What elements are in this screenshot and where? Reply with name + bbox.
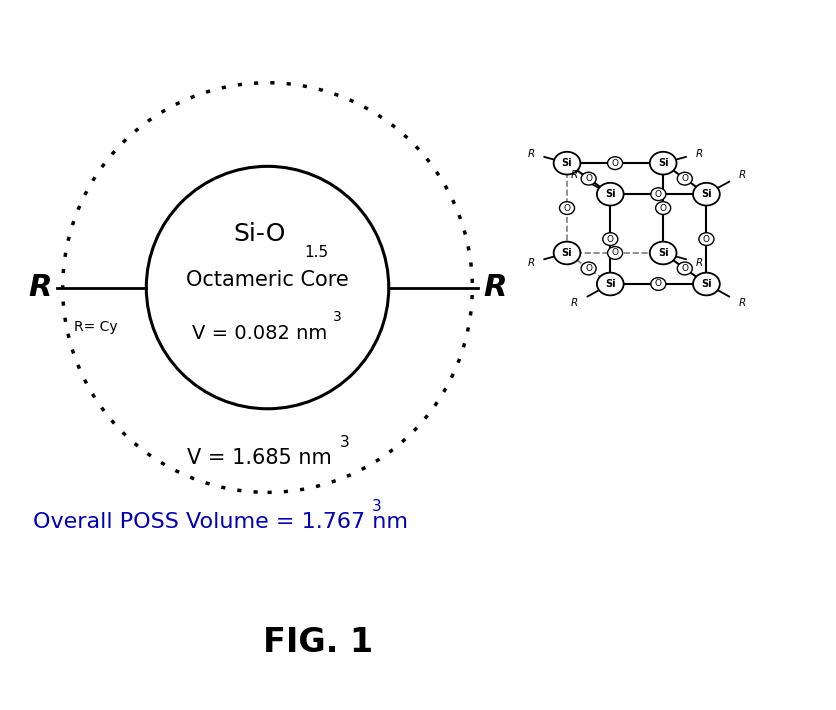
Circle shape (597, 273, 624, 295)
Circle shape (597, 182, 624, 206)
Text: Si: Si (701, 189, 711, 200)
Text: O: O (563, 204, 570, 212)
Text: R= Cy: R= Cy (74, 320, 117, 334)
Circle shape (677, 173, 692, 185)
Text: O: O (607, 234, 614, 244)
Circle shape (650, 187, 665, 200)
Text: O: O (681, 264, 688, 273)
Circle shape (650, 241, 676, 264)
Text: R: R (570, 298, 578, 308)
Text: 3: 3 (372, 498, 382, 514)
Text: O: O (612, 248, 619, 258)
Text: Si-O: Si-O (233, 222, 285, 246)
Text: O: O (585, 174, 592, 183)
Circle shape (603, 233, 618, 246)
Circle shape (559, 202, 574, 214)
Text: R: R (28, 273, 52, 302)
Text: 3: 3 (339, 435, 349, 449)
Text: Si: Si (562, 248, 573, 258)
Text: R: R (528, 258, 534, 268)
Text: R: R (483, 273, 507, 302)
Text: Overall POSS Volume = 1.767 nm: Overall POSS Volume = 1.767 nm (33, 512, 409, 532)
Circle shape (553, 152, 580, 175)
Circle shape (677, 262, 692, 275)
Text: V = 0.082 nm: V = 0.082 nm (191, 324, 327, 343)
Circle shape (581, 262, 596, 275)
Text: O: O (655, 190, 662, 199)
Text: O: O (681, 174, 688, 183)
Text: Si: Si (605, 189, 615, 200)
Circle shape (693, 273, 720, 295)
Text: R: R (528, 148, 534, 158)
Text: O: O (655, 280, 662, 288)
Text: O: O (612, 158, 619, 168)
Text: 3: 3 (333, 310, 341, 324)
Text: R: R (696, 148, 703, 158)
Circle shape (699, 233, 714, 246)
Text: 1.5: 1.5 (304, 244, 328, 260)
Text: O: O (660, 204, 666, 212)
Text: O: O (703, 234, 710, 244)
Text: R: R (739, 298, 747, 308)
Text: R: R (696, 258, 703, 268)
Text: Si: Si (701, 279, 711, 289)
Circle shape (581, 173, 596, 185)
Text: FIG. 1: FIG. 1 (263, 626, 373, 659)
Text: Si: Si (658, 248, 669, 258)
Text: R: R (739, 170, 747, 180)
Circle shape (650, 152, 676, 175)
Text: Si: Si (562, 158, 573, 168)
Circle shape (608, 157, 623, 170)
Circle shape (655, 202, 670, 214)
Text: R: R (570, 170, 578, 180)
Text: V = 1.685 nm: V = 1.685 nm (186, 448, 332, 468)
Circle shape (650, 278, 665, 290)
Text: Si: Si (605, 279, 615, 289)
Circle shape (553, 241, 580, 264)
Circle shape (608, 246, 623, 259)
Text: Si: Si (658, 158, 669, 168)
Text: Octameric Core: Octameric Core (186, 271, 349, 290)
Circle shape (693, 182, 720, 206)
Text: O: O (585, 264, 592, 273)
